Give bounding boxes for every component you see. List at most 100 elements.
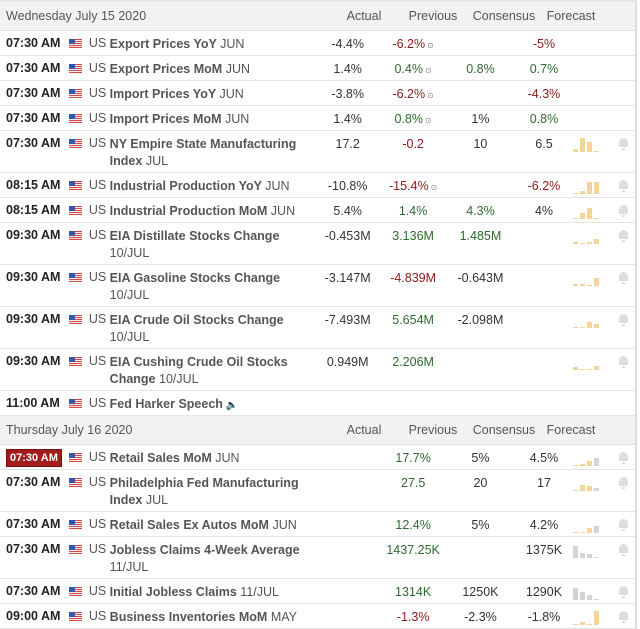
alert-bell-button[interactable] (611, 517, 635, 533)
flag-graphic (68, 357, 82, 366)
alert-bell-button[interactable] (611, 584, 635, 600)
event-row[interactable]: 08:15 AM US Industrial Production MoM JUN 5… (0, 198, 635, 223)
event-period: JUN (219, 87, 244, 101)
us-flag-icon (68, 39, 85, 48)
event-row[interactable]: 07:30 AM US Retail Sales MoM JUN 17.7% 5% 4.5… (0, 445, 635, 470)
previous-number: 0.8% (394, 112, 424, 126)
flag-graphic (68, 478, 82, 487)
event-name[interactable]: Retail Sales Ex Autos MoM JUN (110, 517, 316, 534)
event-row[interactable]: 11:00 AM US Fed Harker Speech 🔈 (0, 391, 635, 416)
history-chart[interactable] (573, 270, 611, 286)
event-name[interactable]: EIA Distillate Stocks Change 10/JUL (110, 228, 316, 262)
history-chart[interactable] (573, 312, 611, 328)
event-row[interactable]: 09:30 AM US EIA Gasoline Stocks Change 10/… (0, 265, 635, 307)
event-name[interactable]: Industrial Production MoM JUN (110, 203, 316, 220)
alert-bell-button[interactable] (611, 354, 635, 370)
country-code: US (88, 61, 107, 75)
event-name[interactable]: EIA Gasoline Stocks Change 10/JUL (110, 270, 316, 304)
history-chart[interactable] (573, 584, 611, 600)
bar (587, 322, 593, 328)
us-flag-icon (68, 357, 85, 366)
country-code: US (88, 228, 107, 242)
alert-bell-button[interactable] (611, 228, 635, 244)
event-row[interactable]: 09:30 AM US EIA Distillate Stocks Change 1… (0, 223, 635, 265)
event-row[interactable]: 09:00 AM US Business Inventories MoM MAY -1… (0, 604, 635, 629)
previous-value: 17.7% (380, 450, 446, 467)
previous-value: 1314K (380, 584, 446, 601)
event-name[interactable]: Import Prices MoM JUN (110, 111, 316, 128)
flag-graphic (68, 545, 82, 554)
alert-bell-button[interactable] (611, 475, 635, 491)
event-row[interactable]: 07:30 AM US NY Empire State Manufacturing … (0, 131, 635, 173)
event-period: JUN (272, 518, 297, 532)
history-chart[interactable] (573, 542, 611, 558)
forecast-value: 6.5 (535, 137, 553, 151)
event-period: 11/JUL (240, 585, 279, 599)
event-time: 07:30 AM (6, 475, 61, 489)
alert-bell-button[interactable] (611, 542, 635, 558)
us-flag-icon (68, 273, 85, 282)
alert-bell-button[interactable] (611, 136, 635, 152)
bell-icon (618, 544, 629, 556)
bar (573, 588, 579, 600)
event-row[interactable]: 07:30 AM US Export Prices YoY JUN -4.4% -6.2… (0, 31, 635, 56)
event-name[interactable]: Export Prices MoM JUN (110, 61, 316, 78)
event-name[interactable]: Jobless Claims 4-Week Average 11/JUL (110, 542, 316, 576)
event-name[interactable]: Import Prices YoY JUN (110, 86, 316, 103)
alert-bell-button[interactable] (611, 450, 635, 466)
event-name[interactable]: Retail Sales MoM JUN (110, 450, 316, 467)
history-chart[interactable] (573, 609, 611, 625)
history-chart[interactable] (573, 475, 611, 491)
event-row[interactable]: 07:30 AM US Retail Sales Ex Autos MoM JUN 1… (0, 512, 635, 537)
event-title: NY Empire State Manufacturing Index (109, 137, 297, 168)
history-chart[interactable] (573, 178, 611, 194)
event-name[interactable]: Philadelphia Fed Manufacturing Index JUL (110, 475, 316, 509)
flag-graphic (68, 64, 82, 73)
event-time: 07:30 AM (6, 61, 61, 75)
history-chart[interactable] (573, 136, 611, 152)
alert-bell-button[interactable] (611, 312, 635, 328)
day-header: Thursday July 16 2020 Actual Previous Conse… (0, 416, 635, 445)
event-row[interactable]: 07:30 AM US Jobless Claims 4-Week Average … (0, 537, 635, 579)
event-row[interactable]: 09:30 AM US EIA Crude Oil Stocks Change 10… (0, 307, 635, 349)
alert-bell-button[interactable] (611, 203, 635, 219)
bar (573, 218, 579, 219)
bar (580, 243, 586, 244)
event-name[interactable]: NY Empire State Manufacturing Index JUL (110, 136, 316, 170)
event-name[interactable]: EIA Crude Oil Stocks Change 10/JUL (110, 312, 316, 346)
history-chart[interactable] (573, 203, 611, 219)
event-name[interactable]: Initial Jobless Claims 11/JUL (110, 584, 316, 601)
event-name[interactable]: Business Inventories MoM MAY (110, 609, 316, 626)
event-row[interactable]: 07:30 AM US Import Prices YoY JUN -3.8% -6.2… (0, 81, 635, 106)
column-header-consensus: Consensus (472, 423, 536, 437)
history-chart[interactable] (573, 517, 611, 533)
previous-number: 12.4% (395, 518, 431, 532)
us-flag-icon (68, 181, 85, 190)
event-name[interactable]: EIA Cushing Crude Oil Stocks Change 10/J… (110, 354, 316, 388)
bar (573, 149, 579, 152)
event-row[interactable]: 07:30 AM US Philadelphia Fed Manufacturing… (0, 470, 635, 512)
event-title: Industrial Production YoY (109, 179, 262, 193)
history-chart[interactable] (573, 450, 611, 466)
alert-bell-button[interactable] (611, 270, 635, 286)
alert-bell-button[interactable] (611, 178, 635, 194)
event-row[interactable]: 07:30 AM US Export Prices MoM JUN 1.4% 0.4% ⊙… (0, 56, 635, 81)
event-row[interactable]: 07:30 AM US Import Prices MoM JUN 1.4% 0.8% ⊙… (0, 106, 635, 131)
event-name[interactable]: Fed Harker Speech 🔈 (110, 396, 316, 414)
alert-bell-button[interactable] (611, 609, 635, 625)
speaker-icon: 🔈 (222, 400, 239, 411)
history-chart[interactable] (573, 228, 611, 244)
event-title: EIA Gasoline Stocks Change (109, 271, 281, 285)
us-flag-icon (68, 315, 85, 324)
previous-number: -0.2 (402, 137, 424, 151)
history-chart[interactable] (573, 354, 611, 370)
event-row[interactable]: 09:30 AM US EIA Cushing Crude Oil Stocks C… (0, 349, 635, 391)
country-code: US (88, 354, 107, 368)
event-row[interactable]: 08:15 AM US Industrial Production YoY JUN -… (0, 173, 635, 198)
bell-icon (618, 586, 629, 598)
bar (573, 327, 579, 328)
event-name[interactable]: Industrial Production YoY JUN (110, 178, 316, 195)
event-row[interactable]: 07:30 AM US Initial Jobless Claims 11/JUL 1… (0, 579, 635, 604)
day-date: Thursday July 16 2020 (6, 423, 133, 437)
event-name[interactable]: Export Prices YoY JUN (110, 36, 316, 53)
